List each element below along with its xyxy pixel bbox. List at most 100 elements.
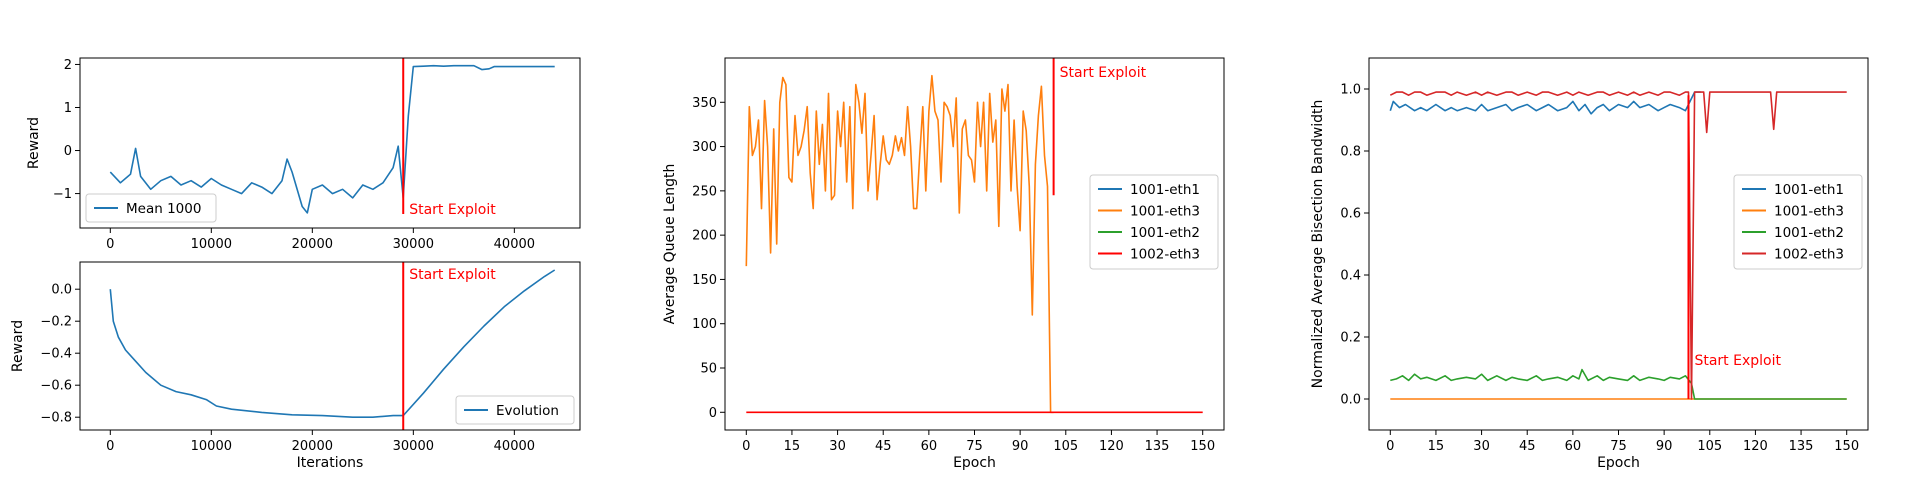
plot-area (109, 58, 555, 214)
plot-frame (79, 57, 581, 229)
y-tick-label: −0.4 (40, 347, 72, 362)
x-tick-label: 10000 (191, 237, 232, 252)
series-line-1002-eth3 (1389, 91, 1847, 400)
y-tick-label: 2 (64, 58, 72, 73)
y-tick-label: 150 (692, 273, 717, 288)
x-tick-label: 75 (966, 439, 983, 454)
y-tick-label: 300 (692, 140, 717, 155)
x-axis-label: Epoch (953, 455, 996, 471)
start-exploit-annotation: Start Exploit (409, 202, 496, 218)
legend-box (1089, 174, 1219, 270)
legend-label: 1001-eth3 (1130, 204, 1200, 220)
series-line-1001-eth1 (1389, 91, 1701, 115)
legend: 1001-eth1 1001-eth3 1001-eth2 1002-eth3 (1733, 174, 1863, 270)
x-tick-label: 0 (106, 439, 114, 454)
x-tick-label: 0 (742, 439, 750, 454)
x-tick-label: 20000 (292, 237, 333, 252)
x-tick-label: 0 (106, 237, 114, 252)
series-line-mean-1000 (109, 64, 555, 214)
x-tick-label: 150 (1834, 439, 1859, 454)
y-tick-label: 1.0 (1340, 83, 1361, 98)
y-tick-label: 200 (692, 229, 717, 244)
y-tick-label: −0.8 (40, 411, 72, 426)
x-tick-label: 105 (1697, 439, 1722, 454)
legend-label: 1002-eth3 (1774, 247, 1844, 263)
y-tick-label: 0.0 (1340, 393, 1361, 408)
y-axis-label: Reward (10, 320, 26, 372)
x-tick-label: 15 (784, 439, 801, 454)
plot-frame (79, 261, 581, 431)
x-tick-label: 120 (1743, 439, 1768, 454)
legend-box (85, 193, 217, 223)
chart-bisection_bandwidth: 0 15 30 45 60 75 90 105 120 135 150 0.0 0.2 0.4 0.6 0.8… (1310, 57, 1869, 471)
y-tick-label: 0.6 (1340, 207, 1361, 222)
x-tick-label: 90 (1656, 439, 1673, 454)
x-tick-label: 45 (1519, 439, 1536, 454)
x-tick-label: 40000 (494, 439, 535, 454)
x-tick-label: 120 (1099, 439, 1124, 454)
x-tick-label: 60 (921, 439, 938, 454)
start-exploit-annotation: Start Exploit (1060, 65, 1147, 81)
chart-reward_mean: 0 10000 20000 30000 40000 −1 0 1 2 Reward Start Ex… (26, 57, 581, 252)
y-tick-label: 0 (709, 406, 717, 421)
chart-reward_evolution: 0 10000 20000 30000 40000 −0.8 −0.6 −0.4 −0.2 0.0… (10, 261, 581, 471)
x-tick-label: 90 (1012, 439, 1029, 454)
y-tick-label: 350 (692, 96, 717, 111)
y-tick-label: −0.6 (40, 379, 72, 394)
y-tick-label: 0.4 (1340, 269, 1361, 284)
x-tick-label: 30000 (393, 439, 434, 454)
y-tick-label: 0 (64, 144, 72, 159)
x-tick-label: 45 (875, 439, 892, 454)
x-axis-label: Iterations (297, 455, 364, 471)
start-exploit-annotation: Start Exploit (409, 267, 496, 283)
y-axis-label: Reward (26, 117, 42, 169)
legend-label: Evolution (496, 403, 559, 419)
x-tick-label: 135 (1145, 439, 1170, 454)
x-tick-label: 135 (1789, 439, 1814, 454)
legend-label: 1001-eth2 (1774, 225, 1844, 241)
x-tick-label: 30 (1473, 439, 1490, 454)
x-tick-label: 15 (1428, 439, 1445, 454)
legend-label: 1002-eth3 (1130, 247, 1200, 263)
x-tick-label: 20000 (292, 439, 333, 454)
y-tick-label: 0.2 (1340, 331, 1361, 346)
y-axis-label: Average Queue Length (662, 164, 678, 325)
legend-label: 1001-eth1 (1774, 182, 1844, 198)
legend-label: 1001-eth3 (1774, 204, 1844, 220)
x-tick-label: 75 (1610, 439, 1627, 454)
legend: Evolution (455, 395, 575, 425)
legend-label: 1001-eth2 (1130, 225, 1200, 241)
x-tick-label: 0 (1386, 439, 1394, 454)
y-tick-label: −0.2 (40, 315, 72, 330)
x-tick-label: 60 (1565, 439, 1582, 454)
x-tick-label: 10000 (191, 439, 232, 454)
y-tick-label: 50 (700, 362, 717, 377)
y-tick-label: 0.8 (1340, 145, 1361, 160)
series-line-1001-eth2 (1390, 368, 1847, 400)
x-tick-label: 40000 (494, 237, 535, 252)
y-tick-label: 100 (692, 317, 717, 332)
start-exploit-annotation: Start Exploit (1694, 353, 1781, 369)
series-line-evolution (109, 269, 556, 419)
plot-area (745, 58, 1203, 414)
x-axis-label: Epoch (1597, 455, 1640, 471)
plot-area (1389, 91, 1847, 400)
plot-area (109, 262, 556, 430)
y-tick-label: 1 (64, 101, 72, 116)
y-tick-label: 0.0 (51, 283, 72, 298)
y-tick-label: −1 (53, 187, 72, 202)
legend-label: Mean 1000 (126, 201, 201, 217)
x-tick-label: 30000 (393, 237, 434, 252)
y-axis-label: Normalized Average Bisection Bandwidth (1310, 100, 1326, 389)
x-tick-label: 105 (1053, 439, 1078, 454)
legend-box (1733, 174, 1863, 270)
x-tick-label: 30 (829, 439, 846, 454)
legend: Mean 1000 (85, 193, 217, 223)
legend-label: 1001-eth1 (1130, 182, 1200, 198)
legend: 1001-eth1 1001-eth3 1001-eth2 1002-eth3 (1089, 174, 1219, 270)
chart-queue_length: 0 15 30 45 60 75 90 105 120 135 150 0 50 100 150 200 250… (662, 57, 1225, 471)
x-tick-label: 150 (1190, 439, 1215, 454)
y-tick-label: 250 (692, 184, 717, 199)
legend-box (455, 395, 575, 425)
